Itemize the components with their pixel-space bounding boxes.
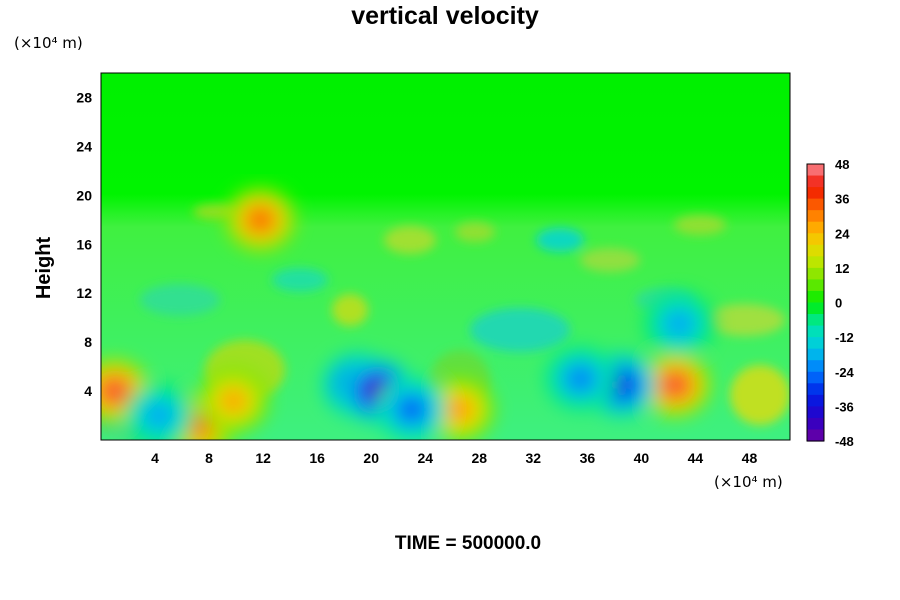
x-tick-label: 8 [205,450,213,466]
x-tick-label: 40 [634,450,650,466]
velocity-feature-blob [573,372,589,386]
time-label: TIME = 500000.0 [395,533,541,554]
colorbar-swatch [807,383,824,396]
colorbar-label: 12 [835,261,849,276]
colorbar-swatch [807,325,824,338]
colorbar-swatch [807,279,824,292]
colorbar-label: -36 [835,399,854,414]
colorbar-swatch [807,314,824,327]
colorbar-swatch [807,417,824,431]
velocity-feature-blob [404,402,420,417]
velocity-feature-blob [451,402,467,417]
texture-patch [674,215,726,235]
colorbar-label: -12 [835,330,854,345]
colorbar-swatch [807,429,824,442]
texture-patch [384,226,436,254]
colorbar-swatch [807,256,824,269]
x-tick-label: 48 [742,450,758,466]
x-tick-label: 4 [151,450,159,466]
y-tick-label: 16 [76,236,92,252]
heatmap-field [101,73,790,440]
colorbar-swatch [807,210,824,223]
velocity-feature-blob [192,417,208,431]
colorbar-swatches [807,164,824,442]
velocity-feature-blob [613,378,629,392]
y-tick-label: 8 [84,334,92,350]
y-tick-label: 28 [76,89,92,105]
x-tick-label: 28 [471,450,487,466]
x-tick-label: 24 [417,450,433,466]
velocity-feature-blob [225,394,241,408]
texture-patch [730,365,790,425]
velocity-feature-blob [107,384,122,398]
colorbar-swatch [807,244,824,257]
x-tick-label: 36 [580,450,596,466]
x-tick-label: 32 [526,450,542,466]
x-axis-unit: (×10⁴ m) [714,473,783,491]
y-axis-unit: (×10⁴ m) [14,34,83,52]
colorbar-label: -24 [835,365,855,380]
colorbar-swatch [807,198,824,211]
y-tick-label: 20 [76,187,92,203]
texture-patch [470,308,570,352]
velocity-feature-blob [252,213,268,227]
y-tick-label: 12 [76,285,92,301]
colorbar-swatch [807,187,824,200]
colorbar-swatch [807,302,824,315]
colorbar-swatch [807,360,824,373]
x-tick-label: 20 [363,450,379,466]
colorbar-swatch [807,290,824,304]
texture-patch [140,284,220,316]
chart-title: vertical velocity [351,2,539,30]
colorbar-swatch [807,406,824,419]
colorbar-swatch [807,221,824,234]
y-tick-label: 4 [84,383,92,399]
colorbar-label: 0 [835,296,842,311]
x-tick-label: 44 [688,450,704,466]
texture-patch [536,228,584,252]
colorbar-swatch [807,394,824,407]
colorbar-swatch [807,337,824,350]
y-tick-label: 24 [76,138,92,154]
velocity-feature-blob [671,316,687,331]
colorbar-swatch [807,267,824,281]
colorbar-swatch [807,164,824,177]
colorbar: 48 36 24 12 0 -12 -24 -36 -48 [806,157,855,449]
velocity-feature-blob [151,408,167,423]
colorbar-swatch [807,233,824,246]
colorbar-swatch [807,371,824,384]
colorbar-label: 48 [835,157,849,172]
colorbar-frame [806,163,825,442]
colorbar-label: -48 [835,434,854,449]
texture-patch [705,304,785,336]
texture-patch [580,248,640,272]
texture-patch [332,294,368,326]
colorbar-swatch [807,175,824,188]
y-axis-label: Height [33,237,55,300]
y-axis-ticks: 4 8 12 16 20 24 28 [76,89,92,399]
velocity-feature-blob [667,378,683,392]
x-axis-ticks: 4 8 12 16 20 24 28 32 36 40 44 48 [151,450,757,466]
plot-frame [100,72,791,441]
x-tick-label: 12 [255,450,271,466]
texture-patch [272,268,328,292]
velocity-features [101,187,715,440]
colorbar-swatch [807,348,824,361]
texture-patch [455,222,495,242]
x-tick-label: 16 [309,450,325,466]
colorbar-labels: 48 36 24 12 0 -12 -24 -36 -48 [835,157,855,449]
colorbar-label: 24 [835,226,850,241]
colorbar-label: 36 [835,192,849,207]
